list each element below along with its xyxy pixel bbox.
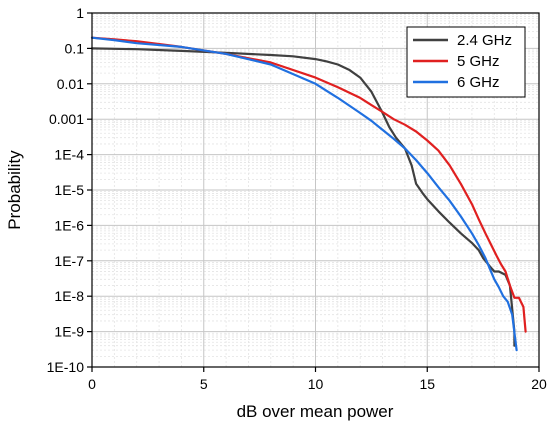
x-tick-label: 10 — [308, 376, 324, 392]
ticks-layer — [87, 12, 540, 372]
x-tick-label: 15 — [419, 376, 435, 392]
y-tick-labels: 1 0.1 0.01 0.001 1E-4 1E-5 1E-6 1E-7 1E-8 1E-9 1E-… — [47, 5, 85, 375]
legend-label-2-4-ghz: 2.4 GHz — [457, 32, 512, 49]
y-tick-label: 0.01 — [57, 76, 84, 92]
y-tick-label: 1 — [76, 5, 84, 21]
series-line-6-ghz — [90, 36, 518, 352]
y-tick-label: 0.1 — [65, 40, 85, 56]
legend: 2.4 GHz 5 GHz 6 GHz — [406, 26, 526, 98]
y-tick-label: 1E-7 — [54, 253, 84, 269]
y-tick-label: 1E-8 — [54, 288, 84, 304]
legend-label-5-ghz: 5 GHz — [457, 53, 500, 70]
y-tick-label: 1E-6 — [54, 217, 84, 233]
y-tick-label: 0.001 — [49, 111, 84, 127]
series-line-2-4-ghz — [90, 47, 516, 347]
y-tick-label: 1E-9 — [54, 324, 84, 340]
x-tick-labels: 0 5 10 15 20 — [88, 376, 547, 392]
y-tick-label: 1E-10 — [47, 359, 85, 375]
y-axis-title: Probability — [5, 150, 24, 230]
y-tick-label: 1E-5 — [54, 182, 84, 198]
series-line-5-ghz — [90, 36, 527, 333]
x-tick-label: 20 — [531, 376, 547, 392]
legend-label-6-ghz: 6 GHz — [457, 74, 500, 91]
y-tick-label: 1E-4 — [54, 147, 84, 163]
x-tick-label: 0 — [88, 376, 96, 392]
x-axis-title: dB over mean power — [237, 402, 394, 421]
x-tick-label: 5 — [200, 376, 208, 392]
series-layer — [90, 36, 527, 352]
